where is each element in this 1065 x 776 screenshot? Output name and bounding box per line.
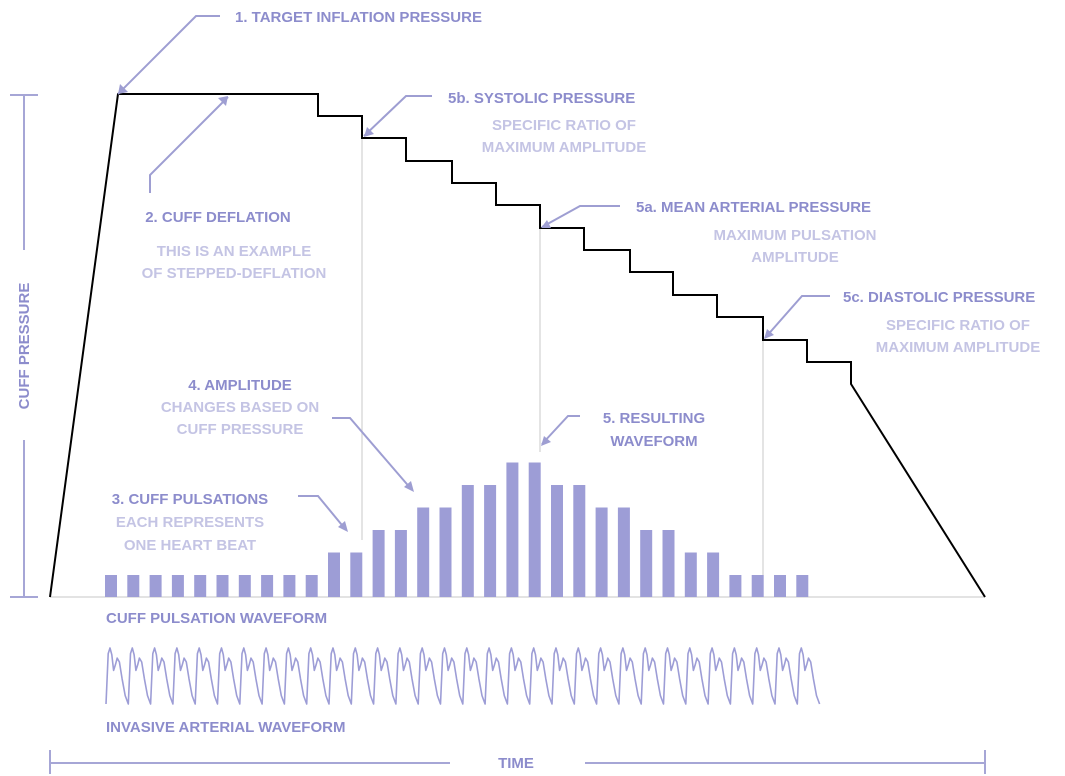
pulsation-bar (350, 552, 363, 597)
pulsation-bar (684, 552, 697, 597)
systolic-note-line-1: SPECIFIC RATIO OF (492, 117, 636, 134)
pulsation-bar (127, 575, 140, 597)
y-axis-label: CUFF PRESSURE (16, 283, 33, 410)
pulsation-bar (707, 552, 720, 597)
pulsation-bar (595, 507, 608, 597)
pulsation-bar (640, 530, 653, 597)
pulsation-bar (283, 575, 296, 597)
x-axis-label: TIME (498, 755, 534, 772)
callout-target-inflation (117, 15, 220, 95)
deflation-note-line-2: OF STEPPED-DEFLATION (142, 265, 327, 282)
diastolic-note-line-1: SPECIFIC RATIO OF (886, 317, 1030, 334)
pulsation-bar (238, 575, 251, 597)
pulsation-bar (461, 485, 474, 597)
pulsation-bar (506, 462, 519, 597)
pulsation-bar (305, 575, 318, 597)
pulsation-bar (439, 507, 452, 597)
cuff-pulsation-waveform-label: CUFF PULSATION WAVEFORM (106, 610, 327, 627)
mean-note-line-2: AMPLITUDE (751, 249, 839, 266)
resulting-waveform-label-line-2: WAVEFORM (610, 433, 697, 450)
mean-note-line-1: MAXIMUM PULSATION (713, 227, 876, 244)
callout-cuff-pulsations (298, 495, 348, 532)
pulsation-bar (328, 552, 340, 597)
callout-diastolic (764, 295, 830, 339)
pulsation-bar (149, 575, 162, 597)
amplitude-note-line-2: CUFF PRESSURE (177, 421, 304, 438)
pulsation-bar (484, 485, 497, 597)
pulsation-bar (528, 462, 541, 597)
invasive-arterial-waveform (105, 647, 821, 705)
pulsations-note-line-1: EACH REPRESENTS (116, 514, 264, 531)
pulsation-bar (171, 575, 184, 597)
y-axis-bracket (10, 94, 38, 598)
pulsation-bar (216, 575, 229, 597)
x-axis-bracket (49, 750, 986, 774)
resulting-waveform-label-line-1: 5. RESULTING (603, 410, 705, 427)
pulsation-bar (729, 575, 742, 597)
pulsation-bar (551, 485, 563, 597)
pulsation-bar (372, 530, 385, 597)
mean-arterial-label: 5a. MEAN ARTERIAL PRESSURE (636, 199, 871, 216)
invasive-waveform-label: INVASIVE ARTERIAL WAVEFORM (106, 719, 345, 736)
pulsation-bar (617, 507, 630, 597)
systolic-note-line-2: MAXIMUM AMPLITUDE (482, 139, 646, 156)
amplitude-label: 4. AMPLITUDE (188, 377, 292, 394)
pulsation-bar (261, 575, 274, 597)
pulsation-bar (194, 575, 207, 597)
callout-resulting-waveform (541, 415, 580, 446)
cuff-pulsations-label: 3. CUFF PULSATIONS (112, 491, 268, 508)
cuff-pressure-line (49, 93, 986, 598)
callout-amplitude (332, 417, 414, 492)
pulsation-bar (573, 485, 586, 597)
pulsations-note-line-2: ONE HEART BEAT (124, 537, 256, 554)
cuff-deflation-label: 2. CUFF DEFLATION (145, 209, 291, 226)
diastolic-label: 5c. DIASTOLIC PRESSURE (843, 289, 1035, 306)
systolic-label: 5b. SYSTOLIC PRESSURE (448, 90, 635, 107)
cuff-pulsation-bars (105, 462, 809, 597)
diastolic-note-line-2: MAXIMUM AMPLITUDE (876, 339, 1040, 356)
pulsation-bar (105, 575, 117, 597)
target-inflation-label: 1. TARGET INFLATION PRESSURE (235, 9, 482, 26)
pulsation-bar (774, 575, 786, 597)
amplitude-note-line-1: CHANGES BASED ON (161, 399, 319, 416)
pulsation-bar (751, 575, 764, 597)
callout-cuff-deflation (149, 96, 229, 193)
callout-mean-arterial (541, 205, 620, 228)
pulsation-bar (662, 530, 675, 597)
callout-systolic (363, 95, 432, 137)
deflation-note-line-1: THIS IS AN EXAMPLE (157, 243, 311, 260)
pulsation-bar (417, 507, 430, 597)
pulsation-bar (394, 530, 407, 597)
pulsation-bar (796, 575, 809, 597)
